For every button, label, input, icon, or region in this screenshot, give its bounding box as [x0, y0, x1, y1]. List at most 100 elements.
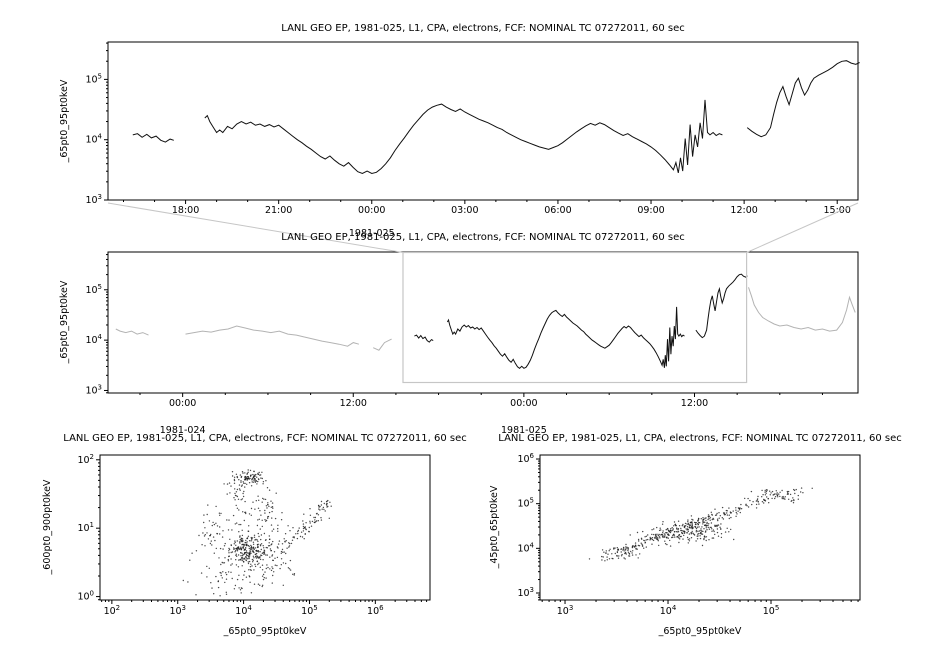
scatter-dot [242, 495, 245, 498]
tick-label: 103 [169, 604, 186, 617]
scatter-dot [228, 482, 231, 484]
scatter-dot [730, 512, 732, 514]
scatter-dot [317, 520, 319, 522]
scatter-dot [221, 561, 223, 564]
scatter-dot [672, 529, 674, 531]
scatter-dot [215, 547, 217, 550]
scatter-dot [261, 564, 264, 566]
scatter-dot [285, 540, 287, 542]
scatter-dot [261, 501, 263, 503]
scatter-dot [267, 516, 269, 518]
scatter-dot [694, 526, 697, 528]
scatter-dot [714, 514, 717, 516]
scatter-dot [208, 567, 210, 569]
context-timeseries-panel[interactable]: 103 104 105 00:00 1981-024 12:00 00:00 1981-025… [85, 202, 859, 436]
scatter-dot [256, 539, 258, 541]
scatter-panel-45-65[interactable]: 103 104 105 106 103 104 105 [517, 452, 861, 617]
scatter-dot [662, 532, 664, 534]
scatter-dot [252, 481, 254, 483]
scatter-dot [229, 538, 231, 540]
scatter-dot [267, 545, 270, 547]
scatter-dot [651, 529, 653, 531]
scatter-dot [730, 528, 732, 531]
scatter-dot [227, 560, 230, 562]
scatter-dot [245, 478, 248, 480]
scatter-dot [631, 552, 633, 554]
scatter-dot [305, 528, 307, 530]
scatter-dot [265, 519, 268, 522]
tick-label: 105 [85, 72, 102, 85]
scatter-dot [722, 512, 725, 514]
scatter-dot [270, 524, 273, 526]
scatter-dot [272, 559, 274, 561]
scatter-dot [802, 492, 804, 494]
scatter-dot [328, 517, 330, 519]
scatter-dot [251, 539, 253, 541]
scatter-dot [279, 567, 281, 570]
scatter-dot [315, 520, 318, 522]
scatter-dot [672, 536, 674, 539]
scatter-dot [659, 537, 661, 539]
scatter-panel-600-900[interactable]: 100 101 102 102 103 104 105 106 [77, 453, 431, 617]
scatter-dot [712, 537, 715, 539]
scatter-dot [244, 549, 246, 551]
scatter-dot [637, 544, 640, 547]
tick-label: 103 [557, 604, 574, 617]
scatter-dot [776, 494, 778, 497]
scatter-dot [271, 543, 273, 545]
scatter-dot [705, 517, 707, 519]
scatter-dot [776, 493, 778, 495]
scatter-dot [236, 475, 238, 478]
scatter-dot [250, 507, 253, 510]
scatter-dot [771, 490, 774, 493]
scatter-dot [659, 534, 661, 536]
series-line [132, 133, 174, 143]
scatter-dot [275, 492, 277, 494]
scatter-dot [318, 508, 320, 510]
scatter-dot [241, 557, 243, 559]
scatter-dot [697, 517, 700, 520]
scatter-dot [234, 540, 236, 542]
scatter-dot [222, 530, 224, 532]
scatter-dot [223, 483, 225, 485]
scatter-dot [292, 527, 294, 529]
scatter-dot [691, 523, 693, 526]
tick-label: 106 [517, 452, 534, 465]
scatter-dot [231, 551, 234, 553]
scatter-dot [271, 555, 273, 557]
scatter-dot [226, 483, 229, 485]
scatter-dot [649, 536, 651, 539]
scatter-dot [276, 556, 279, 559]
scatter-dot [323, 508, 325, 511]
scatter-dot [243, 490, 245, 493]
scatter-dot [253, 477, 255, 480]
scatter-dot [248, 569, 250, 571]
scatter-dot [203, 521, 205, 524]
scatter-dot [268, 489, 271, 491]
scatter-dot [246, 541, 248, 543]
scatter-dot [280, 558, 283, 560]
scatter-dot [792, 502, 795, 504]
scatter-dot [224, 542, 226, 545]
scatter-dot [254, 563, 256, 566]
scatter-dot [257, 550, 260, 552]
scatter-dot [304, 533, 306, 535]
scatter-dot [182, 579, 184, 582]
top-timeseries-panel[interactable]: 103 104 105 18:00 21:00 00:00 1981-025 03:00 06:… [85, 41, 860, 239]
scatter-dot [702, 519, 704, 521]
scatter-dot [239, 548, 241, 550]
zoom-region-box[interactable] [402, 251, 748, 384]
scatter-dot [249, 548, 252, 550]
scatter-dot [701, 530, 703, 532]
scatter-dot [649, 539, 651, 541]
scatter-dot [237, 554, 240, 556]
scatter-dot [309, 514, 312, 516]
scatter-dot [720, 536, 723, 539]
scatter-dot [266, 564, 268, 566]
scatter-dot [685, 528, 687, 530]
scatter-dot [253, 534, 256, 536]
scatter-dot [640, 542, 642, 544]
scatter-dot [263, 549, 265, 551]
scatter-dot [726, 527, 728, 529]
